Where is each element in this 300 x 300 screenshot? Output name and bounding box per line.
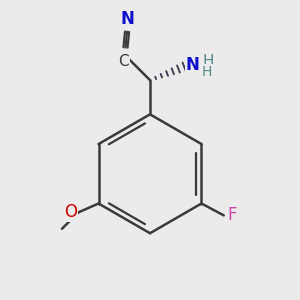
Text: H: H bbox=[202, 65, 212, 79]
Text: N: N bbox=[121, 10, 135, 28]
Text: C: C bbox=[118, 54, 129, 69]
Text: O: O bbox=[64, 203, 77, 221]
Text: H: H bbox=[203, 54, 214, 69]
Text: N: N bbox=[186, 56, 200, 74]
Text: F: F bbox=[227, 206, 237, 224]
